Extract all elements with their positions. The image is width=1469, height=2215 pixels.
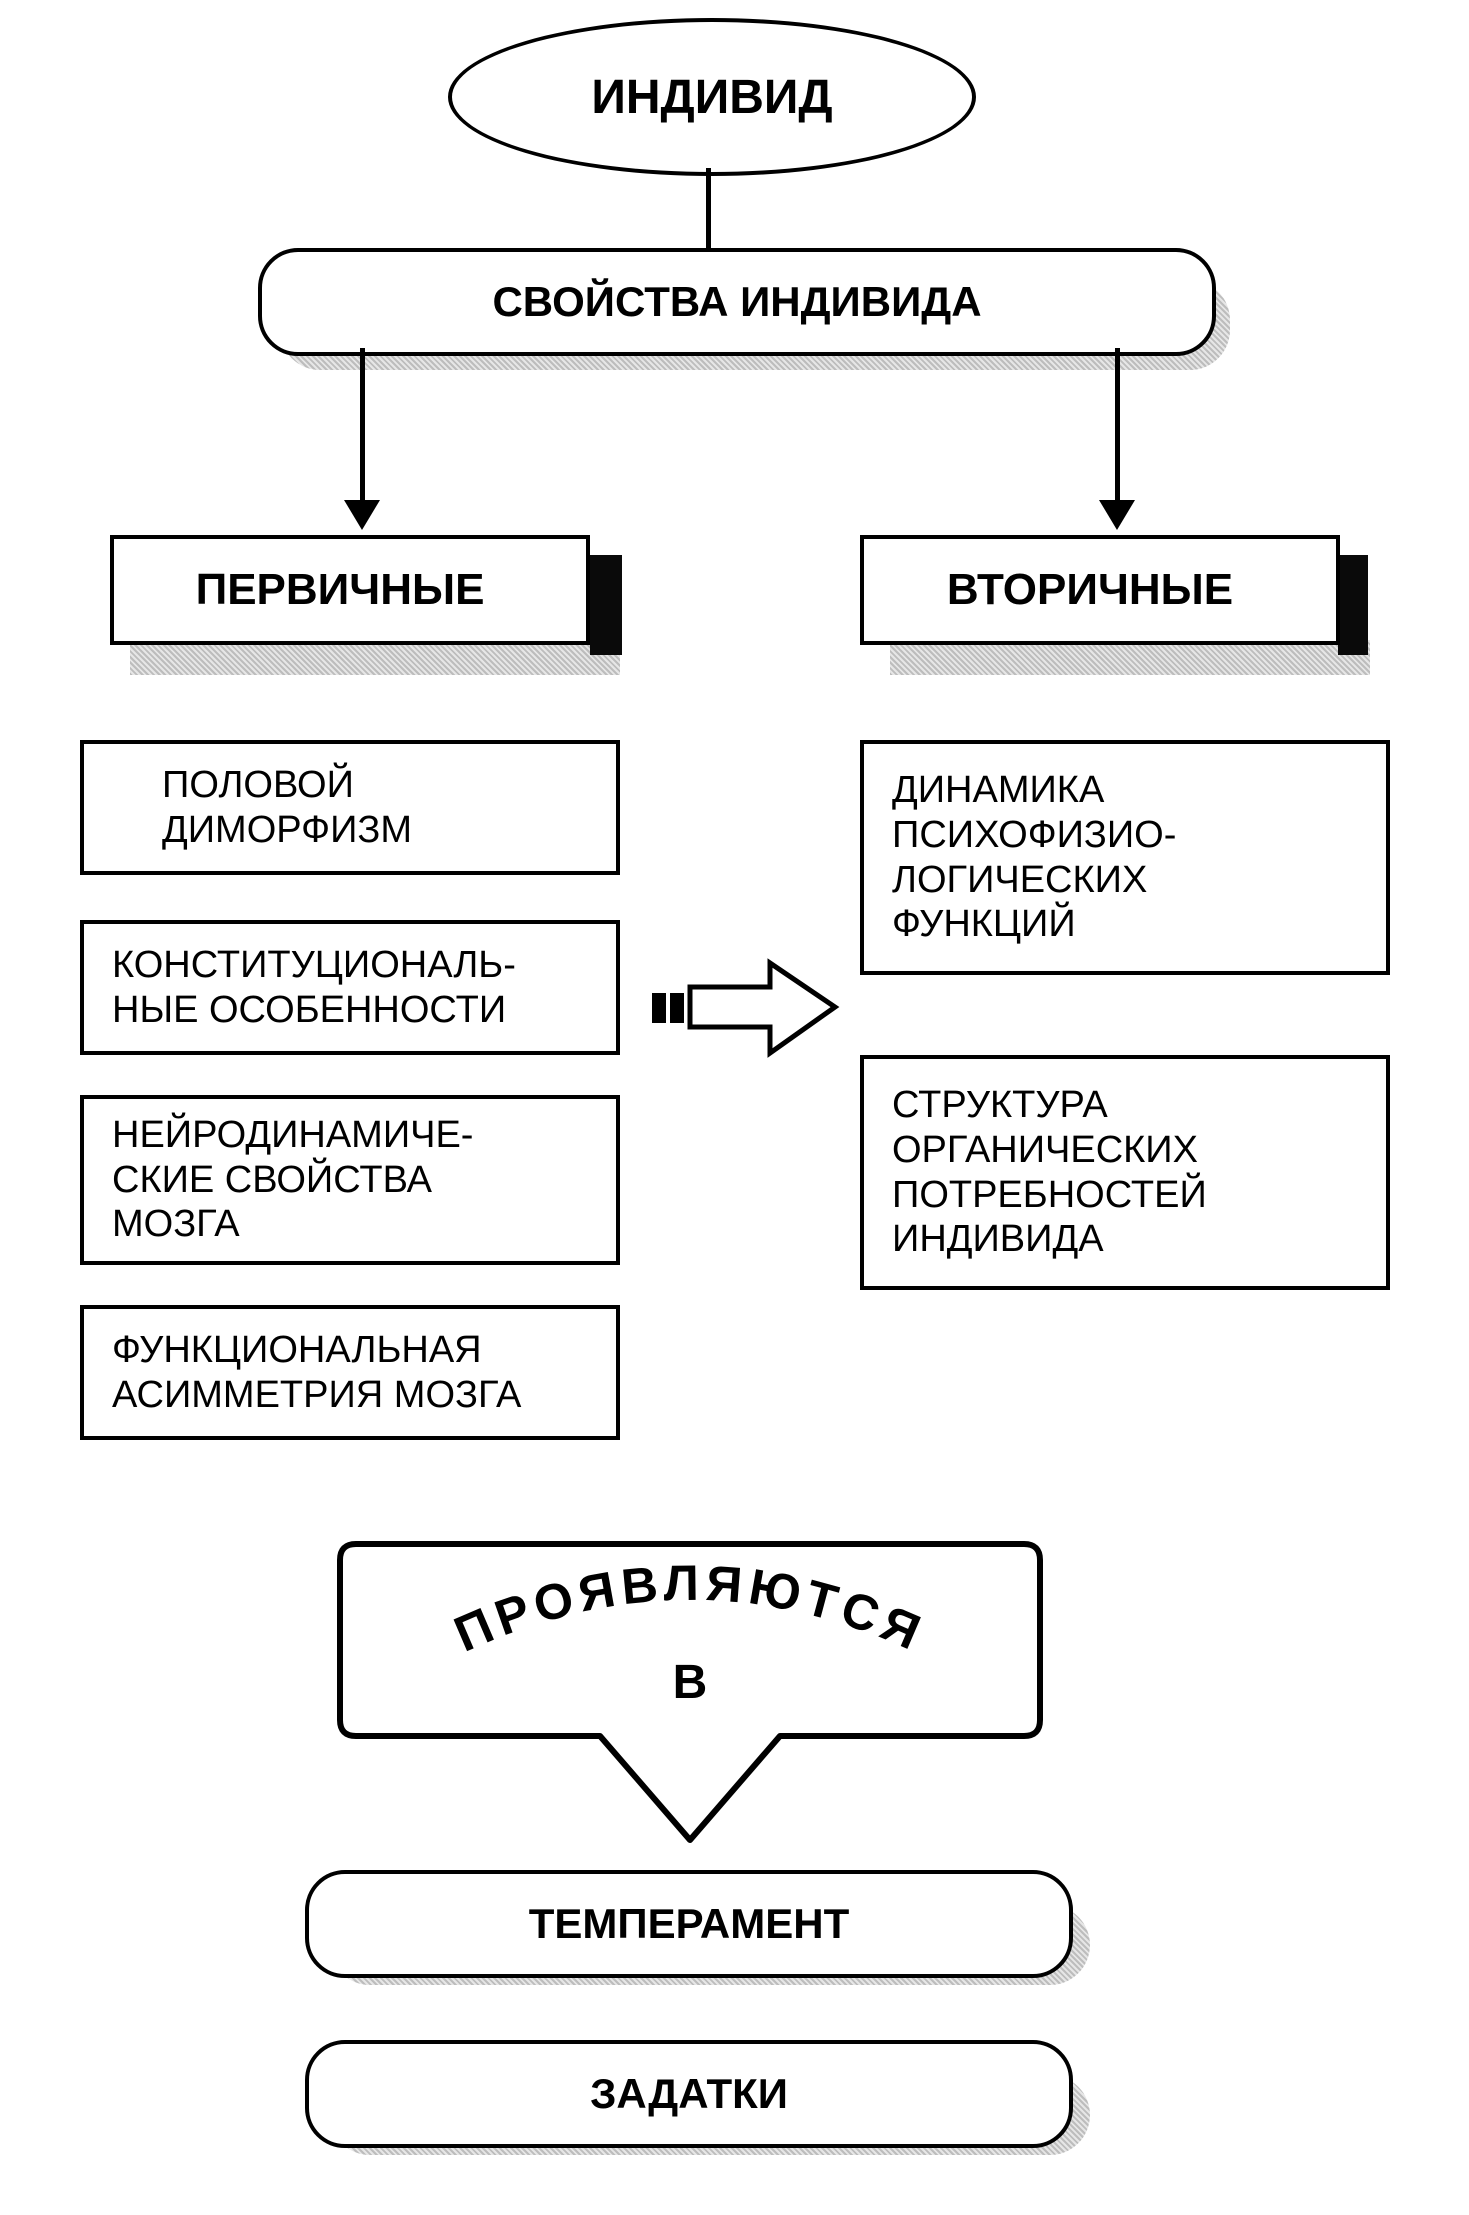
node-p2: КОНСТИТУЦИОНАЛЬ- НЫЕ ОСОБЕННОСТИ bbox=[80, 920, 620, 1055]
node-props-label: СВОЙСТВА ИНДИВИДА bbox=[492, 278, 981, 326]
node-secondary: ВТОРИЧНЫЕ bbox=[860, 535, 1340, 645]
shadow-primary-right bbox=[590, 555, 622, 655]
shadow-secondary-right bbox=[1338, 555, 1368, 655]
block-arrow-right bbox=[650, 955, 840, 1060]
node-s1: ДИНАМИКА ПСИХОФИЗИО- ЛОГИЧЕСКИХ ФУНКЦИЙ bbox=[860, 740, 1390, 975]
svg-text:ПРОЯВЛЯЮТСЯ: ПРОЯВЛЯЮТСЯ bbox=[446, 1555, 933, 1663]
manifest-line2-label: В bbox=[673, 1656, 708, 1709]
node-props: СВОЙСТВА ИНДИВИДА bbox=[258, 248, 1216, 356]
node-zadatki: ЗАДАТКИ bbox=[305, 2040, 1073, 2148]
node-p4-label: ФУНКЦИОНАЛЬНАЯ АСИММЕТРИЯ МОЗГА bbox=[112, 1328, 521, 1418]
node-p3: НЕЙРОДИНАМИЧЕ- СКИЕ СВОЙСТВА МОЗГА bbox=[80, 1095, 620, 1265]
shadow-primary-bottom bbox=[130, 640, 620, 675]
node-s2-label: СТРУКТУРА ОРГАНИЧЕСКИХ ПОТРЕБНОСТЕЙ ИНДИ… bbox=[892, 1083, 1207, 1262]
node-zadatki-label: ЗАДАТКИ bbox=[590, 2070, 788, 2118]
edge-branch-arrow-right bbox=[1099, 500, 1135, 530]
manifest-line2: В bbox=[310, 1655, 1070, 1710]
node-p4: ФУНКЦИОНАЛЬНАЯ АСИММЕТРИЯ МОЗГА bbox=[80, 1305, 620, 1440]
edge-branch-arrow-left bbox=[344, 500, 380, 530]
node-s1-label: ДИНАМИКА ПСИХОФИЗИО- ЛОГИЧЕСКИХ ФУНКЦИЙ bbox=[892, 768, 1176, 947]
node-p1: ПОЛОВОЙ ДИМОРФИЗМ bbox=[80, 740, 620, 875]
edge-root-props bbox=[706, 168, 711, 248]
manifest-line1-text: ПРОЯВЛЯЮТСЯ bbox=[446, 1555, 933, 1663]
shadow-secondary-bottom bbox=[890, 640, 1370, 675]
edge-branch-stem-left bbox=[360, 348, 365, 503]
node-individ: ИНДИВИД bbox=[448, 18, 976, 176]
node-p2-label: КОНСТИТУЦИОНАЛЬ- НЫЕ ОСОБЕННОСТИ bbox=[112, 943, 516, 1033]
edge-branch-stem-right bbox=[1115, 348, 1120, 503]
node-secondary-label: ВТОРИЧНЫЕ bbox=[947, 565, 1233, 615]
node-individ-label: ИНДИВИД bbox=[591, 70, 832, 125]
node-p1-label: ПОЛОВОЙ ДИМОРФИЗМ bbox=[112, 763, 412, 853]
node-temperament: ТЕМПЕРАМЕНТ bbox=[305, 1870, 1073, 1978]
node-temperament-label: ТЕМПЕРАМЕНТ bbox=[529, 1900, 850, 1948]
node-p3-label: НЕЙРОДИНАМИЧЕ- СКИЕ СВОЙСТВА МОЗГА bbox=[112, 1113, 473, 1247]
node-s2: СТРУКТУРА ОРГАНИЧЕСКИХ ПОТРЕБНОСТЕЙ ИНДИ… bbox=[860, 1055, 1390, 1290]
node-primary-label: ПЕРВИЧНЫЕ bbox=[196, 565, 485, 615]
node-primary: ПЕРВИЧНЫЕ bbox=[110, 535, 590, 645]
